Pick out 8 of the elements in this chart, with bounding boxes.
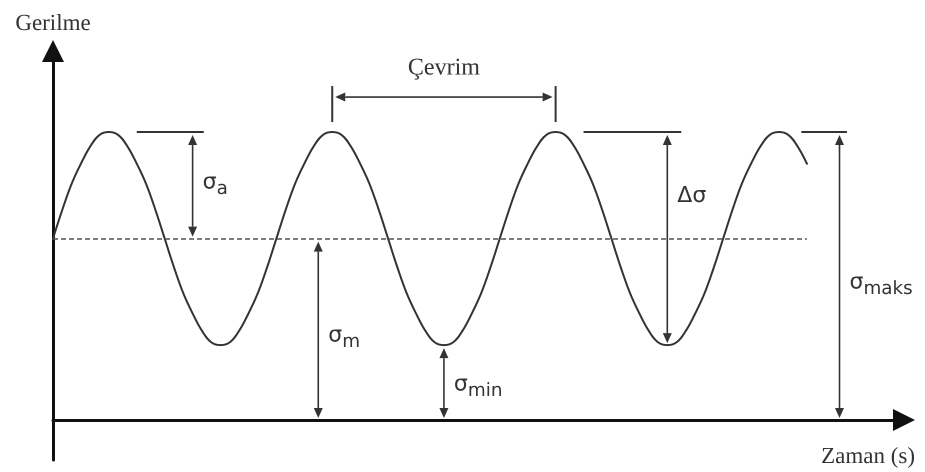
x-axis-title: Zaman (s) bbox=[821, 442, 915, 468]
annotation: σ$_{maks}$ bbox=[850, 269, 913, 299]
text: Çevrim bbox=[408, 54, 480, 82]
annotation: σ$_{m}$ bbox=[328, 323, 360, 353]
y-axis-title: Gerilme bbox=[15, 10, 91, 35]
annotation: Δσ bbox=[677, 182, 706, 208]
annotation: σ$_{min}$ bbox=[454, 372, 502, 402]
annotation: σ$_{a}$ bbox=[202, 170, 228, 200]
